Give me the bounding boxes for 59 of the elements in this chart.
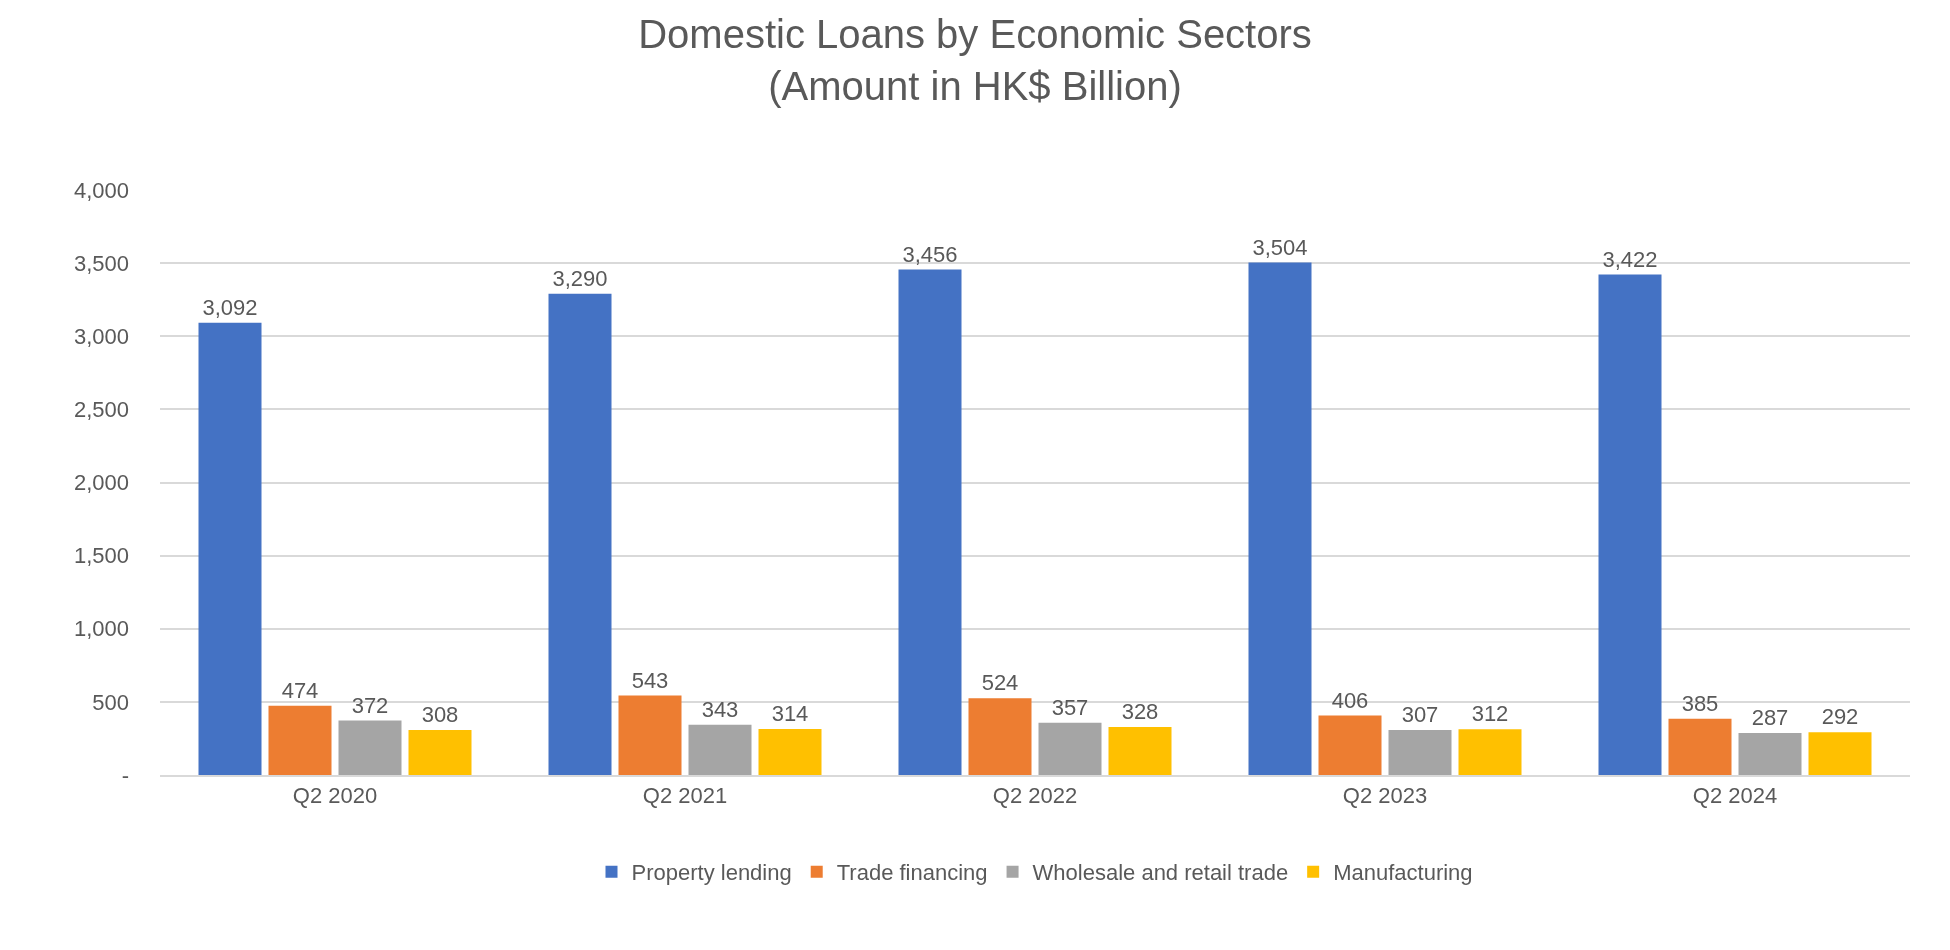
x-tick-label: Q2 2023 [1342,783,1428,809]
bar [968,698,1032,775]
data-label: 3,092 [202,294,258,320]
data-label: 3,504 [1252,234,1308,260]
data-label: 372 [351,692,389,718]
data-label: 406 [1331,687,1369,713]
x-tick-label: Q2 2024 [1692,783,1778,809]
bar [1738,733,1802,775]
data-label: 524 [981,670,1019,696]
bar [1318,715,1382,775]
data-label: 543 [631,667,669,693]
bar [1108,727,1172,775]
y-tick-label: 3,000 [73,323,129,349]
data-label: 287 [1751,705,1789,731]
x-tick-label: Q2 2022 [992,783,1078,809]
bar [1598,274,1662,775]
legend-label: Manufacturing [1333,860,1473,886]
bar [268,705,332,775]
bar [1458,729,1522,775]
y-tick-label: 2,500 [73,397,129,423]
bar [1248,262,1312,775]
data-label: 3,456 [902,241,958,267]
bar [758,729,822,775]
bar [898,269,962,775]
data-label: 474 [281,677,319,703]
y-tick-label: 1,000 [73,616,129,642]
legend-label: Property lending [631,860,792,886]
y-tick-label: 500 [92,689,129,715]
x-tick-label: Q2 2021 [642,783,728,809]
data-label: 343 [701,696,739,722]
bar [198,322,262,775]
bar [1668,718,1732,775]
bar [548,293,612,775]
y-tick-label: 1,500 [73,543,129,569]
y-tick-label: - [121,762,129,788]
legend-label: Wholesale and retail trade [1032,860,1289,886]
bar [338,720,402,775]
chart-title: Domestic Loans by Economic Sectors (Amount in HK$ Billion) [638,11,1312,108]
bar [618,695,682,775]
legend-label: Trade financing [836,860,988,886]
data-label: 307 [1401,702,1439,728]
y-tick-label: 3,500 [73,250,129,276]
bar [408,729,472,775]
data-label: 312 [1471,701,1509,727]
data-label: 308 [421,701,459,727]
data-label: 328 [1121,699,1159,725]
data-label: 292 [1821,704,1859,730]
data-label: 3,422 [1602,246,1658,272]
y-tick-label: 2,000 [73,470,129,496]
x-tick-label: Q2 2020 [292,783,378,809]
y-tick-label: 4,000 [73,177,129,203]
bar [1038,722,1102,775]
bar [1388,730,1452,775]
data-label: 314 [771,701,809,727]
bar [688,724,752,775]
data-label: 3,290 [552,265,608,291]
bar [1808,732,1872,775]
data-label: 357 [1051,694,1089,720]
data-label: 385 [1681,690,1719,716]
